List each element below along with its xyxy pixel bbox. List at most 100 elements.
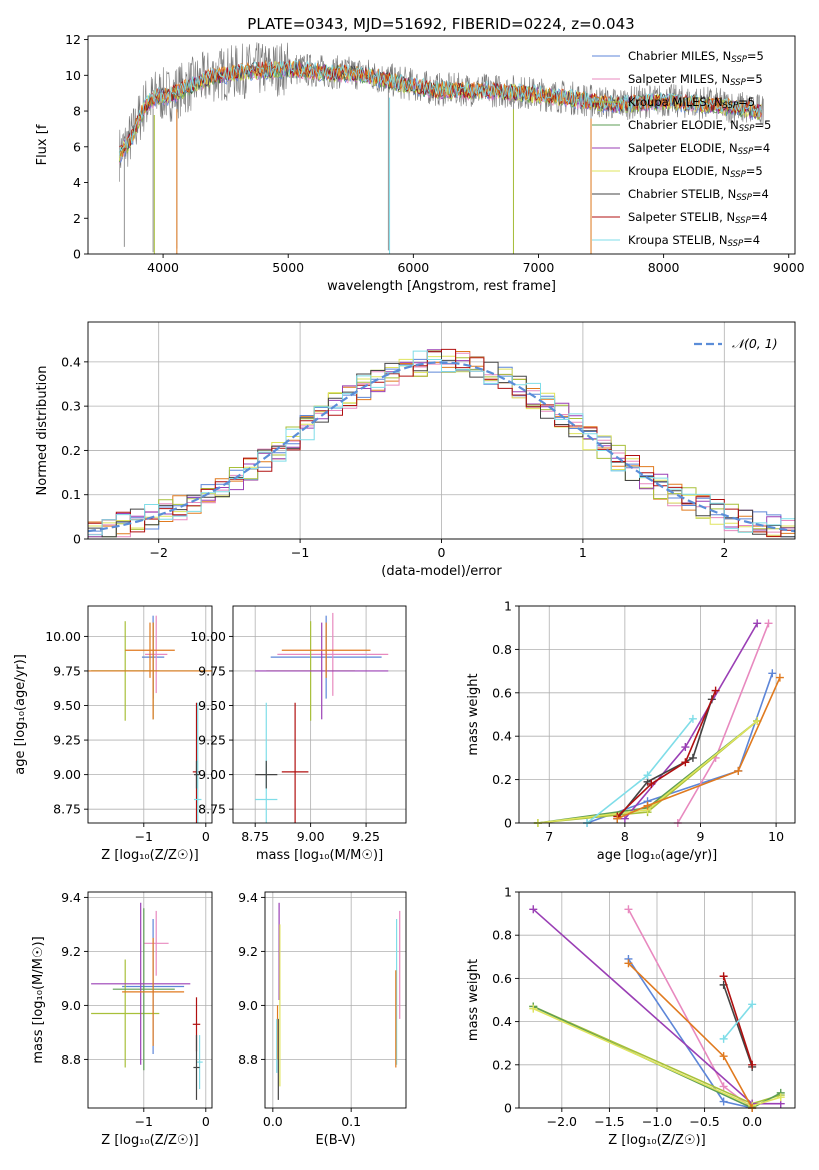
- y-tick-label: 0.8: [492, 642, 512, 657]
- x-tick-label: −1: [291, 545, 309, 560]
- x-tick-label: 9: [697, 829, 705, 844]
- weight-marker: [681, 743, 690, 752]
- weight-marker: [776, 1093, 785, 1102]
- y-tick-label: 0.6: [492, 971, 512, 986]
- x-tick-label: 1: [579, 545, 587, 560]
- x-tick-label: 10: [768, 829, 784, 844]
- age_vs_mass-frame: [232, 605, 407, 824]
- y-tick-label: 10.00: [190, 629, 226, 644]
- y-tick-label: 9.2: [61, 944, 81, 959]
- legend-entry: Salpeter MILES, NSSP=5: [628, 72, 763, 88]
- weight-marker: [719, 1097, 728, 1106]
- weight-marker: [719, 1082, 728, 1091]
- weight_vs_Z-frame: [518, 891, 796, 1109]
- y-tick-label: 1: [504, 599, 512, 614]
- y-tick-label: 8.8: [238, 1052, 258, 1067]
- y-tick-label: 0.2: [492, 772, 512, 787]
- y-tick-label: 2: [73, 211, 81, 226]
- y-tick-label: 8.75: [198, 802, 226, 817]
- x-tick-label: 7000: [523, 260, 555, 275]
- legend-entry: Chabrier MILES, NSSP=5: [628, 49, 764, 65]
- y-tick-label: 0: [504, 1101, 512, 1116]
- mass_vs_Z-points: [91, 902, 203, 1100]
- y-tick-label: 0.2: [61, 443, 81, 458]
- residuals-ylabel: Normed distribution: [35, 366, 50, 496]
- age_vs_mass-points: [255, 612, 389, 823]
- spectrum-lines: [118, 42, 764, 254]
- mass_vs_Z-frame: [87, 891, 213, 1109]
- y-tick-label: 9.25: [53, 733, 81, 748]
- x-tick-label: 0.0: [742, 1114, 762, 1129]
- weight-marker: [643, 801, 652, 810]
- y-tick-label: 0: [73, 532, 81, 547]
- model-spectrum-line: [118, 59, 762, 156]
- plots-container: 4000 5000 6000 7000 8000 9000024681012wavelen…: [13, 32, 805, 1148]
- y-tick-label: 8.8: [61, 1052, 81, 1067]
- weight-marker: [719, 1034, 728, 1043]
- weight-line: [616, 699, 713, 820]
- y-tick-label: 0.4: [61, 354, 81, 369]
- weight-marker: [775, 673, 784, 682]
- weight-marker: [529, 905, 538, 914]
- legend-entry: Kroupa ELODIE, NSSP=5: [628, 164, 763, 180]
- x-tick-label: 8.75: [241, 829, 269, 844]
- weight-marker: [643, 771, 652, 780]
- y-tick-label: 10: [65, 68, 81, 83]
- x-tick-label: 8000: [648, 260, 680, 275]
- weight-marker: [688, 753, 697, 762]
- weight-marker: [711, 686, 720, 695]
- legend-entry: Salpeter ELODIE, NSSP=4: [628, 141, 770, 157]
- y-tick-label: 12: [65, 32, 81, 47]
- x-tick-label: 9000: [773, 260, 805, 275]
- y-tick-label: 0.3: [61, 399, 81, 414]
- histogram-steps: [88, 348, 795, 538]
- y-tick-label: 9.00: [198, 767, 226, 782]
- data-spectrum-line: [119, 42, 764, 182]
- y-tick-label: 0: [73, 247, 81, 262]
- weight-line: [616, 690, 717, 818]
- x-tick-label: 0.0: [263, 1114, 283, 1129]
- y-tick-label: 0.4: [492, 1014, 512, 1029]
- y-tick-label: 8.75: [53, 802, 81, 817]
- y-tick-label: 0.6: [492, 685, 512, 700]
- weight-line: [616, 677, 781, 820]
- y-tick-label: 9.4: [238, 890, 258, 905]
- weight-marker: [768, 669, 777, 678]
- y-tick-label: 8: [73, 104, 81, 119]
- x-tick-label: 4000: [147, 260, 179, 275]
- y-tick-label: 0.1: [61, 487, 81, 502]
- y-tick-label: 1: [504, 885, 512, 900]
- mass_vs_ebv-xlabel: E(B-V): [315, 1133, 355, 1148]
- weight_vs_Z-ylabel: mass weight: [466, 959, 481, 1041]
- mass_vs_Z-ylabel: mass [log₁₀(M/M☉)]: [31, 936, 46, 1063]
- y-tick-label: 10.00: [45, 629, 81, 644]
- y-tick-label: 9.50: [53, 698, 81, 713]
- histogram-step-line: [88, 350, 795, 538]
- weight-marker: [647, 779, 656, 788]
- y-tick-label: 9.75: [198, 663, 226, 678]
- x-tick-label: −1.0: [642, 1114, 672, 1129]
- y-tick-label: 0.4: [492, 729, 512, 744]
- y-tick-label: 9.2: [238, 944, 258, 959]
- weight_vs_age-ylabel: mass weight: [466, 673, 481, 755]
- x-tick-label: −1: [135, 1114, 153, 1129]
- y-tick-label: 9.75: [53, 663, 81, 678]
- weight-marker: [529, 1004, 538, 1013]
- x-tick-label: 2: [720, 545, 728, 560]
- x-tick-label: 0: [202, 1114, 210, 1129]
- weight-marker: [753, 619, 762, 628]
- legend-entry: Kroupa STELIB, NSSP=4: [628, 233, 760, 249]
- age_vs_Z-ylabel: age [log₁₀(age/yr)]: [13, 654, 28, 775]
- y-tick-label: 0: [504, 816, 512, 831]
- spectrum-ylabel: Flux [f: [35, 124, 50, 165]
- residuals-xlabel: (data-model)/error: [381, 564, 502, 579]
- age_vs_Z-points: [88, 615, 212, 823]
- weight-marker: [624, 905, 633, 914]
- age_vs_Z-axes: −1 0 8.75 9.00 9.25 9.50 9.75 10.00: [45, 606, 212, 844]
- y-tick-label: 9.00: [53, 767, 81, 782]
- x-tick-label: 6000: [397, 260, 429, 275]
- weight-marker: [688, 714, 697, 723]
- weight_vs_Z-xlabel: Z [log₁₀(Z/Z☉)]: [608, 1133, 705, 1148]
- weight-line: [722, 1003, 753, 1040]
